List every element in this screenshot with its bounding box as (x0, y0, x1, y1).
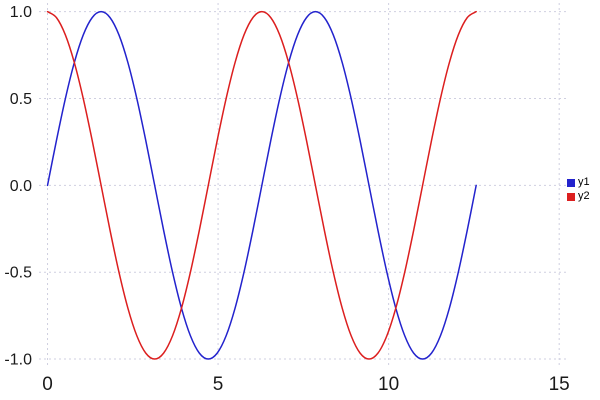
y-tick-label: 0.0 (10, 178, 32, 195)
y-tick-label: 1.0 (10, 4, 32, 21)
y-tick-label: -0.5 (4, 265, 32, 282)
x-tick-label: 15 (549, 374, 570, 395)
legend-swatch-y1 (567, 178, 575, 187)
legend-label-y2: y2 (578, 190, 590, 202)
y-tick-label: 0.5 (10, 91, 32, 108)
y2-curve (46, 10, 477, 360)
legend-item-y2: y2 (567, 190, 590, 203)
legend: y1 y2 (567, 176, 590, 203)
x-tick-label: 5 (213, 374, 224, 395)
y-tick-label: -1.0 (4, 352, 32, 369)
legend-swatch-y2 (567, 192, 575, 201)
x-tick-label: 10 (378, 374, 399, 395)
legend-item-y1: y1 (567, 176, 590, 189)
x-tick-label: 0 (42, 374, 53, 395)
legend-label-y1: y1 (578, 176, 590, 188)
y1-curve (46, 10, 477, 360)
